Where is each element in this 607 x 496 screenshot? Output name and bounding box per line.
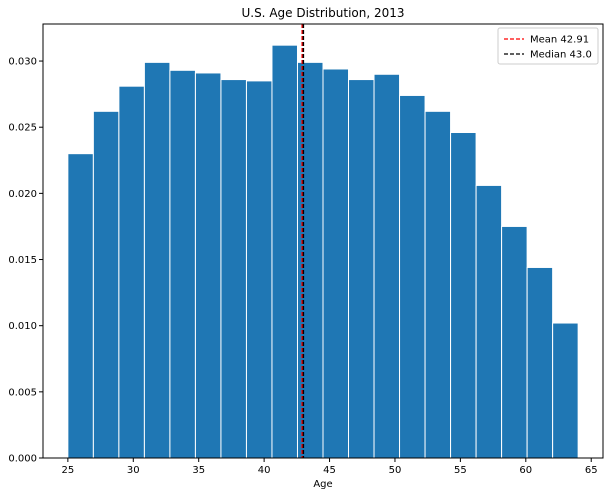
histogram-bar (194, 72, 222, 459)
y-tick-label: 0.030 (8, 57, 37, 68)
histogram-bar (501, 225, 528, 459)
histogram-bar (526, 266, 554, 459)
x-tick-label: 30 (127, 465, 140, 476)
histogram-bar (424, 110, 452, 459)
x-tick-label: 45 (323, 465, 336, 476)
x-tick-label: 65 (585, 465, 598, 476)
reference-lines-group (301, 24, 305, 458)
y-axis-ticks: 0.000 0.005 0.010 0.015 0.020 0.025 0.030 (8, 57, 43, 465)
y-tick-label: 0.010 (8, 321, 37, 332)
histogram-bar (348, 79, 375, 459)
histogram-bar (399, 94, 426, 459)
legend-box (497, 27, 599, 65)
histogram-bar (220, 79, 247, 459)
x-tick-label: 25 (61, 465, 74, 476)
histogram-bar (271, 44, 298, 459)
y-tick-label: 0.000 (8, 454, 37, 465)
legend-median-label: Median 43.0 (530, 50, 592, 61)
histogram-bar (67, 153, 94, 459)
y-tick-label: 0.015 (8, 255, 37, 266)
histogram-bar (169, 69, 196, 459)
legend-mean-label: Mean 42.91 (530, 35, 589, 46)
histogram-bar (245, 80, 273, 459)
x-axis-ticks: 25 30 35 40 45 50 55 60 65 (61, 458, 598, 476)
histogram-bar (296, 61, 324, 459)
x-tick-label: 35 (192, 465, 205, 476)
histogram-bar (92, 110, 120, 459)
x-tick-label: 50 (389, 465, 402, 476)
y-tick-label: 0.020 (8, 189, 37, 200)
x-tick-label: 55 (454, 465, 467, 476)
y-tick-label: 0.005 (8, 387, 37, 398)
plot-frame (42, 23, 604, 459)
chart-title: U.S. Age Distribution, 2013 (241, 6, 404, 20)
histogram-bar (322, 68, 350, 459)
histogram-bar (552, 322, 579, 459)
x-tick-label: 60 (519, 465, 532, 476)
histogram-bar (450, 132, 477, 459)
x-axis-label: Age (313, 479, 332, 490)
bars-group (67, 44, 579, 459)
histogram-bar (118, 85, 145, 459)
histogram-bar (373, 73, 401, 459)
legend: Mean 42.91 Median 43.0 (497, 27, 599, 65)
y-tick-label: 0.025 (8, 123, 37, 134)
x-tick-label: 40 (258, 465, 271, 476)
histogram-bar (143, 61, 171, 459)
histogram-bar (475, 184, 503, 459)
